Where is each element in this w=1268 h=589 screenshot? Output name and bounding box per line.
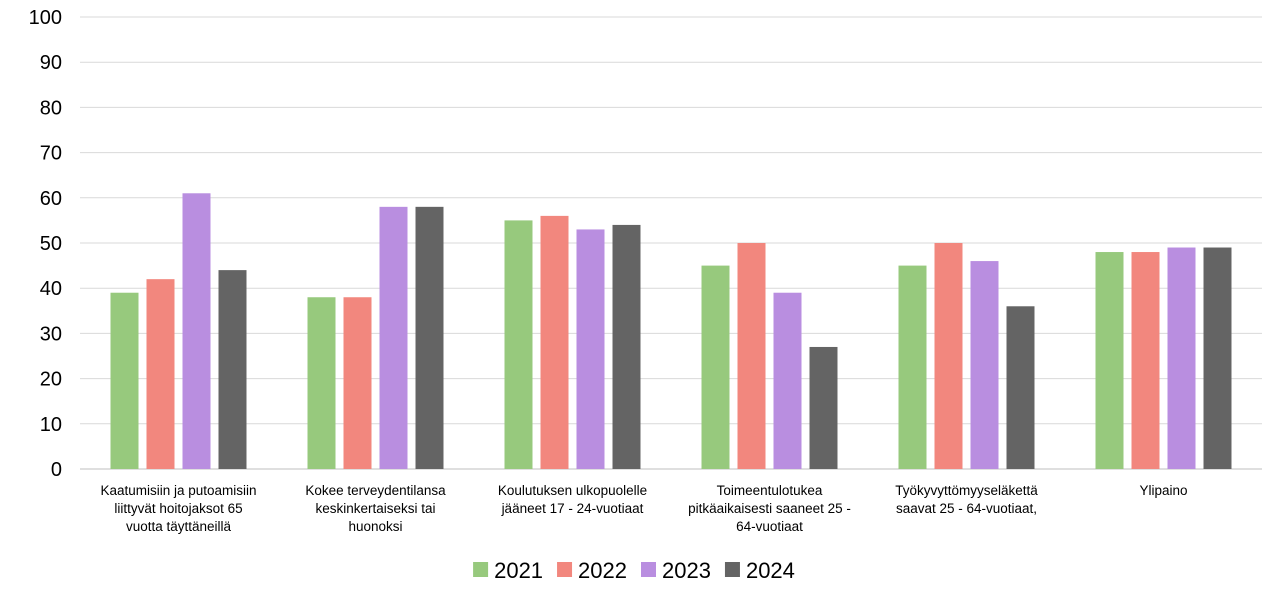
bar-2022-cat-1[interactable]: 2022: 42 [146,279,175,469]
bar-2021-cat-4[interactable]: 2021: 45 [701,265,730,469]
legend-label: 2024 [746,558,795,583]
bar-2023-cat-1[interactable]: 2023: 61 [182,193,211,469]
legend-item-2022[interactable]: 2022 [557,558,627,583]
legend-item-2024[interactable]: 2024 [724,558,795,583]
x-tick-label-line: saavat 25 - 64-vuotiaat, [896,501,1037,516]
x-tick-label-line: 64-vuotiaat [736,519,803,534]
x-axis: Kaatumisiin ja putoamisiin liittyvät hoit… [100,483,1187,534]
bar-2021-cat-6[interactable]: 2021: 48 [1095,252,1124,469]
x-tick-label: Ylipaino [1139,483,1187,498]
x-tick-label-line: keskinkertaiseksi tai [315,501,435,516]
x-tick-label-line: liittyvät hoitojaksot 65 [114,501,242,516]
bar-2024-cat-6[interactable]: 2024: 49 [1203,247,1232,469]
legend-label: 2022 [578,558,627,583]
bar-2024-cat-2[interactable]: 2024: 58 [415,206,444,469]
x-tick-label-line: Ylipaino [1139,483,1187,498]
x-tick-label-line: huonoksi [348,519,402,534]
bar-2023-cat-2[interactable]: 2023: 58 [379,206,408,469]
y-axis: 0 10 20 30 40 50 60 70 80 90 100 [29,7,62,481]
x-tick-label: Toimeentulotukea pitkäaikaisesti saaneet … [688,483,851,534]
y-tick-label: 70 [40,143,62,165]
x-tick-label: Kokee terveydentilansa keskinkertaiseksi … [305,483,446,534]
bar-2022-cat-4[interactable]: 2022: 50 [737,243,766,469]
x-tick-label: Työkyvyttömyyseläkettä saavat 25 - 64-vuo… [895,483,1038,516]
x-tick-label: Kaatumisiin ja putoamisiin liittyvät hoit… [100,483,256,534]
bar-2024-cat-1[interactable]: 2024: 44 [218,270,247,469]
bar-2023-cat-3[interactable]: 2023: 53 [576,229,605,469]
bar-2023-cat-4[interactable]: 2023: 39 [773,292,802,469]
bar-2022-cat-6[interactable]: 2022: 48 [1131,252,1160,469]
legend-swatch [641,562,656,577]
legend-item-2021[interactable]: 2021 [473,558,543,583]
bar-2021-cat-3[interactable]: 2021: 55 [504,220,533,469]
bar-2022-cat-3[interactable]: 2022: 56 [540,215,569,469]
legend-swatch [724,562,740,577]
y-tick-label: 90 [40,52,62,74]
bar-2021-cat-5[interactable]: 2021: 45 [898,265,927,469]
y-tick-label: 30 [40,323,62,345]
bar-2021-cat-2[interactable]: 2021: 38 [307,297,336,469]
x-tick-label-line: Työkyvyttömyyseläkettä [895,483,1038,498]
legend[interactable]: 2021 2022 2023 2024 [473,558,795,583]
legend-swatch [557,562,573,577]
legend-label: 2021 [494,558,543,583]
y-tick-label: 40 [40,278,62,300]
x-tick-label-line: Toimeentulotukea [717,483,823,498]
legend-label: 2023 [662,558,711,583]
x-tick-label-line: vuotta täyttäneillä [126,519,232,534]
x-tick-label-line: Kokee terveydentilansa [305,483,446,498]
bars: 2021: 392022: 422023: 612024: 44 2021: 38… [110,193,1232,469]
bar-2023-cat-5[interactable]: 2023: 46 [970,261,999,469]
legend-swatch [473,562,489,577]
bar-2024-cat-3[interactable]: 2024: 54 [612,224,641,469]
legend-item-2023[interactable]: 2023 [641,558,711,583]
bar-2022-cat-5[interactable]: 2022: 50 [934,243,963,469]
gridlines [80,16,1262,470]
x-tick-label-line: Koulutuksen ulkopuolelle [498,483,647,498]
y-tick-label: 20 [40,369,62,391]
y-tick-label: 10 [40,414,62,436]
x-tick-label-line: pitkäaikaisesti saaneet 25 - [688,501,851,516]
x-tick-label-line: Kaatumisiin ja putoamisiin [100,483,256,498]
bar-2024-cat-4[interactable]: 2024: 27 [809,346,838,469]
y-tick-label: 50 [40,233,62,255]
x-tick-label-line: jääneet 17 - 24-vuotiaat [501,501,644,516]
y-tick-label: 80 [40,97,62,119]
bar-2021-cat-1[interactable]: 2021: 39 [110,292,139,469]
bar-2022-cat-2[interactable]: 2022: 38 [343,297,372,469]
y-tick-label: 100 [29,7,62,29]
bar-2024-cat-5[interactable]: 2024: 36 [1006,306,1035,469]
y-tick-label: 60 [40,188,62,210]
bar-2023-cat-6[interactable]: 2023: 49 [1167,247,1196,469]
y-tick-label: 0 [51,459,62,481]
x-tick-label: Koulutuksen ulkopuolelle jääneet 17 - 24-… [498,483,647,516]
